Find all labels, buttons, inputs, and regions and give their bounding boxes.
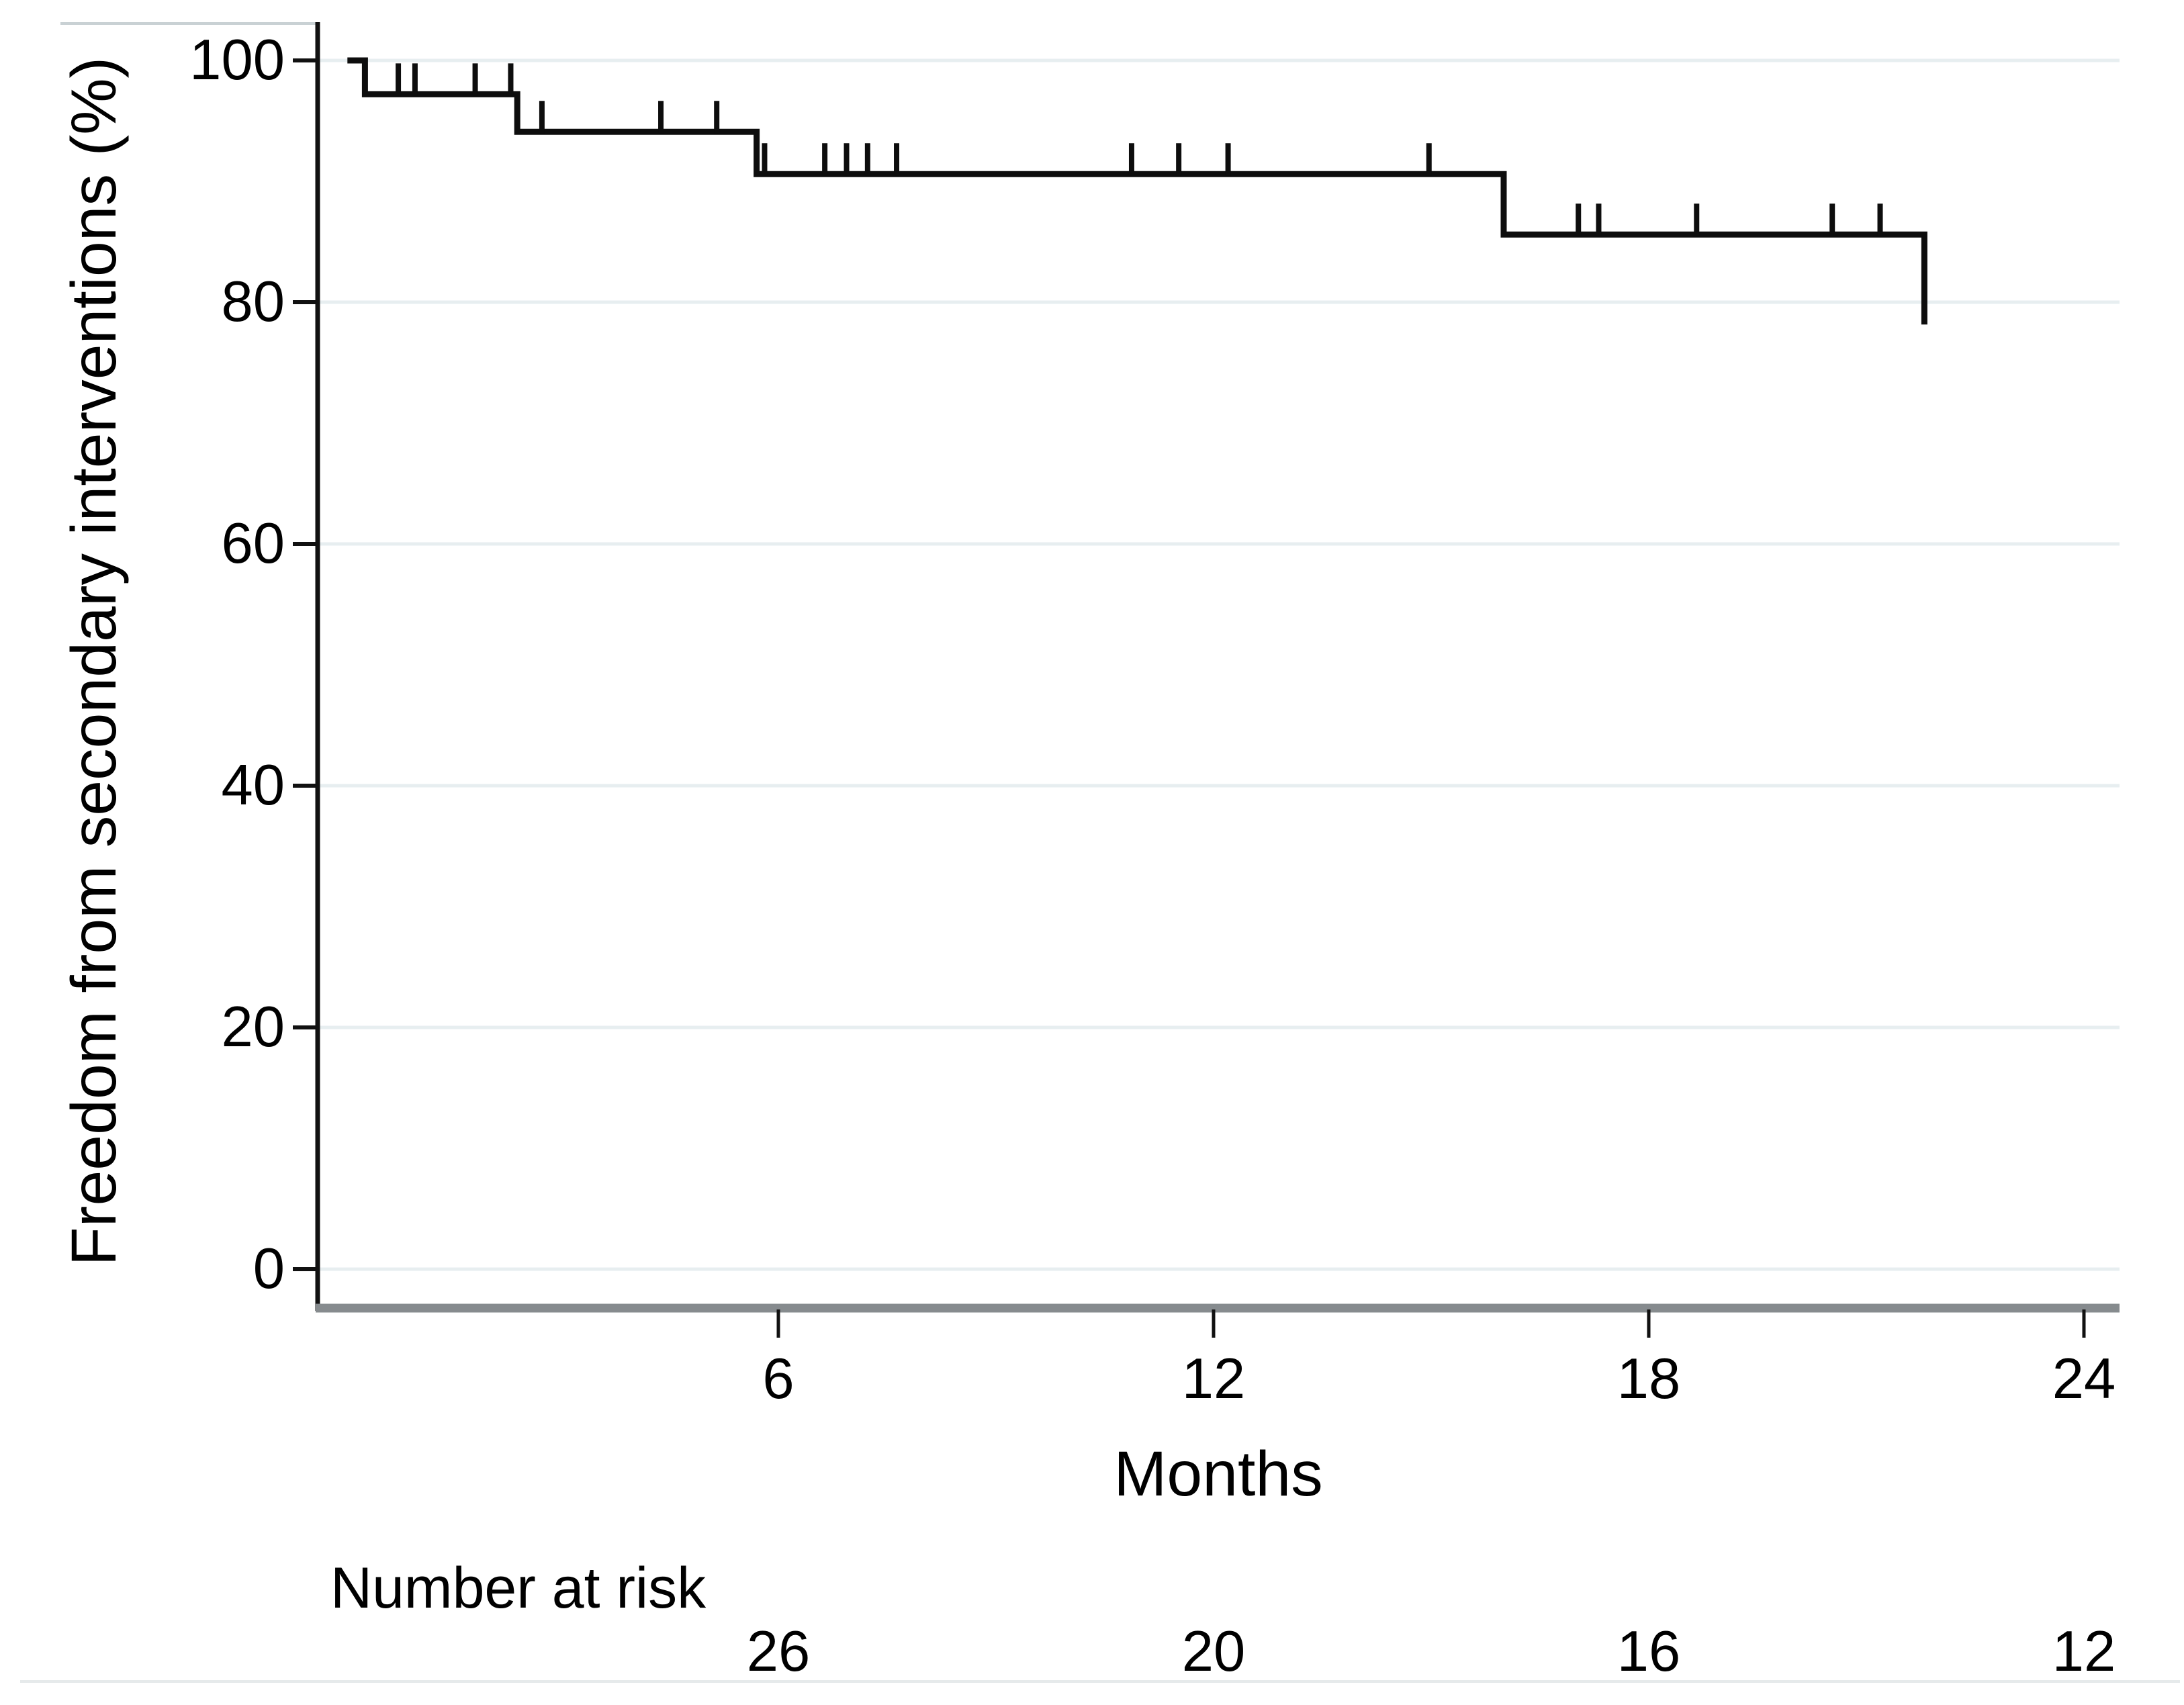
x-axis-title: Months — [1113, 1438, 1323, 1510]
x-tick-label: 18 — [1617, 1347, 1681, 1411]
risk-count: 12 — [2052, 1620, 2116, 1684]
y-tick-label: 80 — [221, 270, 285, 334]
risk-count: 20 — [1181, 1620, 1246, 1684]
km-curve — [347, 57, 1927, 325]
y-tick-label: 40 — [221, 753, 285, 817]
y-tick-label: 100 — [189, 28, 285, 92]
risk-count: 26 — [746, 1620, 811, 1684]
x-tick-label: 6 — [762, 1347, 794, 1411]
y-axis-title: Freedom from secondary interventions (%) — [58, 56, 130, 1266]
x-tick-label: 24 — [2052, 1347, 2116, 1411]
y-tick-label: 20 — [221, 995, 285, 1059]
risk-count: 16 — [1617, 1620, 1681, 1684]
number-at-risk-label: Number at risk — [330, 1556, 707, 1620]
x-tick-label: 12 — [1181, 1347, 1246, 1411]
y-tick-label: 60 — [221, 512, 285, 575]
y-tick-label: 0 — [253, 1237, 285, 1301]
